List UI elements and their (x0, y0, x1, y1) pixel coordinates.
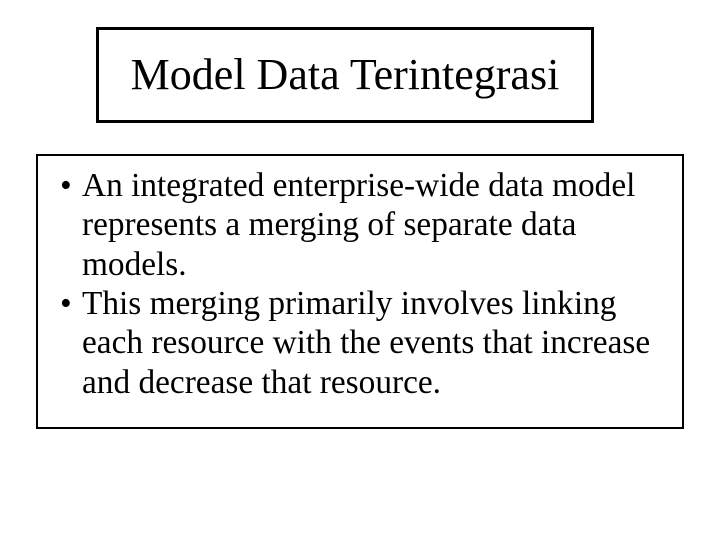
body-box: An integrated enterprise-wide data model… (36, 154, 684, 429)
list-item: This merging primarily involves linking … (82, 284, 662, 402)
slide: Model Data Terintegrasi An integrated en… (0, 0, 720, 540)
slide-title: Model Data Terintegrasi (131, 51, 560, 99)
list-item: An integrated enterprise-wide data model… (82, 166, 662, 284)
title-box: Model Data Terintegrasi (96, 27, 594, 123)
bullet-list: An integrated enterprise-wide data model… (82, 166, 662, 402)
